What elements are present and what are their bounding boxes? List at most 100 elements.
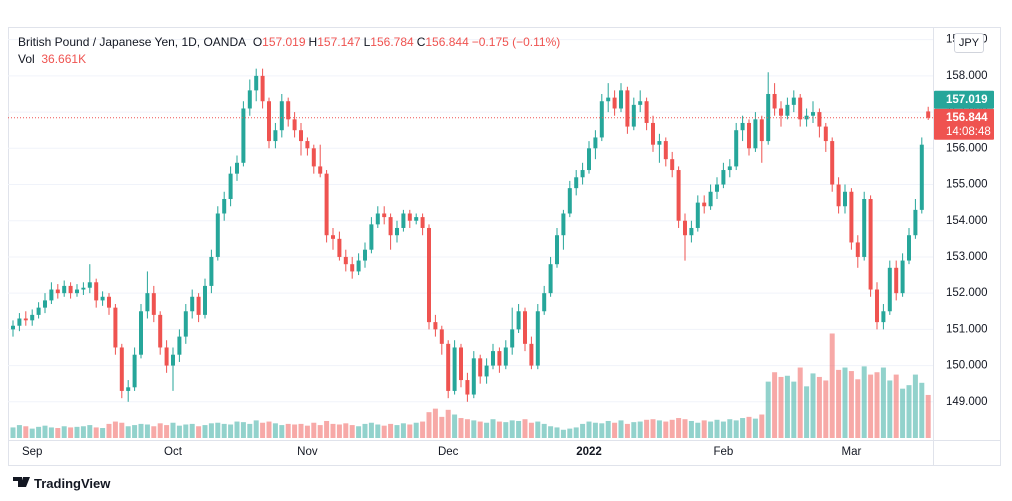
candle-body: [670, 159, 675, 171]
volume-bar: [919, 382, 925, 438]
change: −0.175 (−0.11%): [471, 35, 561, 49]
volume-bar: [644, 419, 650, 438]
candle-body: [862, 199, 867, 257]
candle-body: [542, 293, 547, 312]
volume-bar: [324, 420, 330, 438]
ohlc-value: 156.784: [370, 35, 414, 49]
candle-body: [139, 311, 143, 355]
candle-body: [446, 343, 451, 391]
x-tick-label: Oct: [164, 446, 183, 458]
candle-body: [823, 126, 828, 142]
volume-bar: [55, 428, 61, 438]
volume-bar: [189, 423, 195, 438]
volume-bar: [164, 425, 170, 438]
volume-bar: [791, 381, 797, 438]
volume-bar: [196, 426, 202, 438]
candle-body: [203, 285, 207, 315]
chart-frame: [8, 27, 1001, 466]
volume-bar: [701, 420, 707, 438]
volume-bar: [759, 414, 765, 438]
volume-bar: [48, 427, 54, 438]
volume-bar: [618, 420, 624, 438]
candle-body: [158, 314, 163, 348]
volume-bar: [842, 367, 848, 438]
candle-body: [785, 104, 790, 116]
volume-bar: [36, 426, 42, 438]
volume-bar: [452, 414, 458, 438]
candle-body: [107, 296, 111, 308]
volume-bar: [733, 420, 739, 438]
candle-body: [510, 329, 515, 348]
candle-body: [241, 108, 246, 163]
candle-body: [228, 173, 233, 200]
candle-body: [388, 217, 393, 236]
candle-body: [375, 213, 380, 225]
candle-body: [17, 318, 22, 326]
candle-body: [587, 148, 591, 171]
candle-body: [100, 296, 105, 301]
candle-body: [164, 347, 169, 366]
volume-bar: [624, 423, 630, 438]
volume-bar: [496, 421, 502, 438]
ohlc-value: 156.844: [425, 35, 469, 49]
volume-bar: [637, 421, 643, 438]
candle-body: [49, 289, 54, 301]
tradingview-logo: [13, 477, 30, 487]
volume-bar: [580, 423, 586, 438]
volume-bar: [592, 422, 598, 438]
volume-bar: [509, 420, 515, 438]
volume-bar: [388, 423, 394, 438]
volume-bar: [663, 421, 669, 438]
candle-body: [516, 311, 521, 330]
candle-body: [759, 119, 764, 142]
candle-body: [401, 213, 406, 228]
candle-body: [350, 264, 355, 272]
candle-body: [734, 130, 739, 167]
volume-bar: [394, 425, 400, 438]
candle-body: [459, 347, 463, 381]
candle-body: [36, 307, 41, 315]
volume-bar: [144, 424, 150, 438]
candle-body: [599, 101, 604, 138]
x-tick-label: Nov: [297, 446, 318, 458]
volume-bar: [880, 367, 886, 438]
volume-bar: [797, 367, 803, 438]
volume-bar: [400, 423, 406, 438]
volume-bar: [784, 375, 790, 438]
volume-bar: [612, 422, 618, 438]
volume-bar: [381, 425, 387, 438]
candle-body: [702, 202, 707, 207]
volume-bar: [362, 423, 368, 438]
candle-body: [395, 227, 399, 236]
candle-body: [183, 311, 188, 337]
volume-bar: [522, 419, 528, 438]
candle-body: [126, 387, 131, 391]
volume-bar: [240, 422, 246, 438]
volume-bar: [560, 429, 566, 438]
candle-body: [798, 97, 803, 120]
candle-body: [855, 242, 860, 257]
volume-bar: [215, 422, 221, 438]
candle-body: [753, 119, 758, 149]
currency-button[interactable]: JPY: [954, 33, 984, 53]
candle-body: [132, 354, 137, 388]
candle-body: [43, 300, 47, 308]
candle-body: [177, 336, 182, 355]
candle-body: [87, 282, 92, 288]
volume-bar: [503, 422, 509, 438]
brand: TradingView: [34, 476, 111, 491]
candle-body: [439, 329, 444, 344]
candle-body: [235, 162, 239, 174]
ohlc-key: C: [416, 35, 426, 49]
candle-body: [23, 318, 28, 321]
volume-bar: [183, 424, 189, 438]
volume-bar: [285, 423, 291, 438]
volume-bar: [298, 423, 304, 438]
candle-body: [523, 311, 527, 344]
candle-body: [324, 173, 329, 236]
candle-body: [881, 311, 886, 323]
candle-body: [612, 97, 617, 109]
candle-body: [382, 213, 387, 218]
x-tick-label: Feb: [713, 446, 733, 458]
volume-bar: [810, 373, 816, 438]
